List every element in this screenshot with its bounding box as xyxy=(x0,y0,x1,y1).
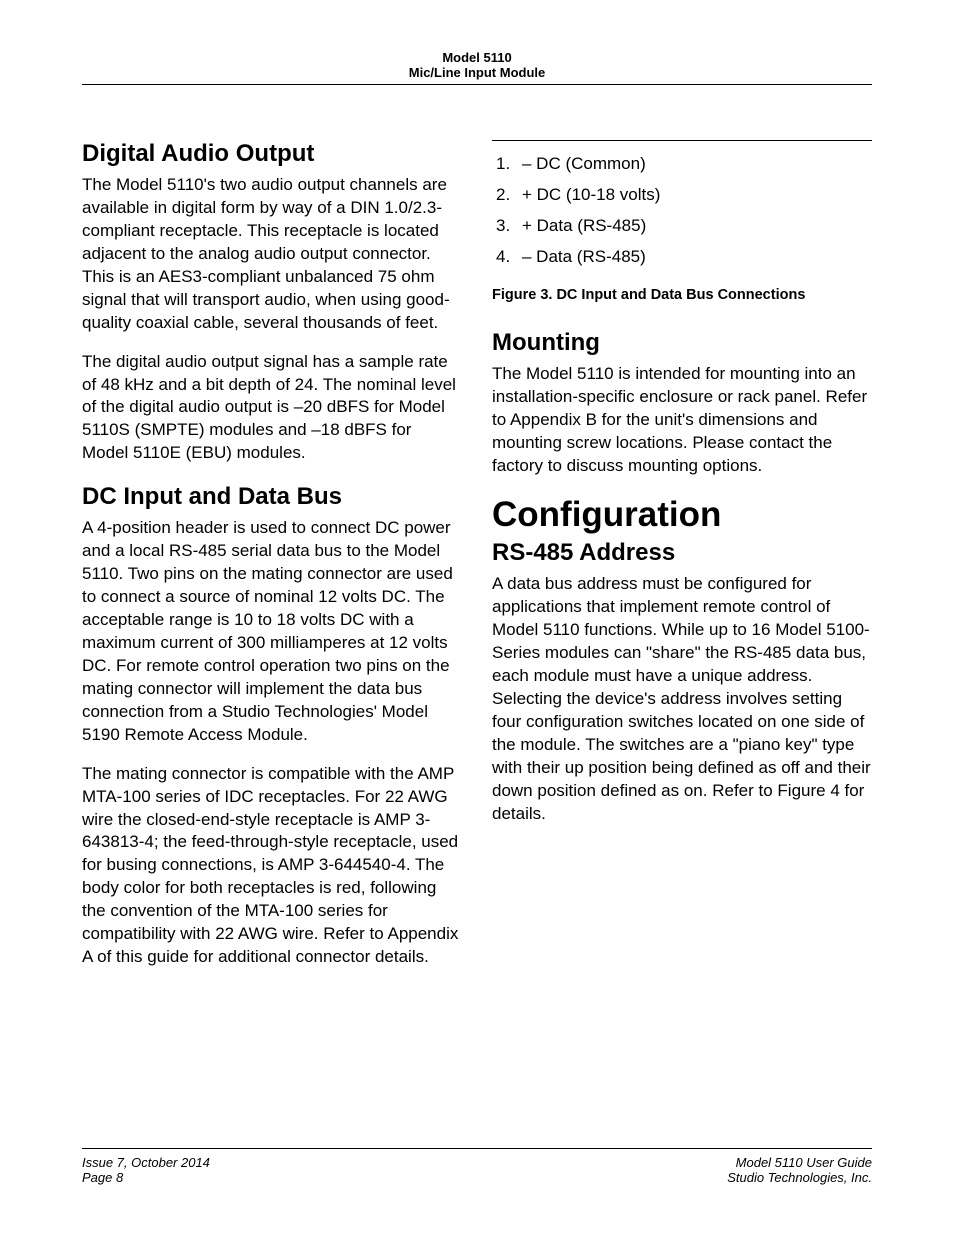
pin-num: 3. xyxy=(492,215,522,238)
pin-list: 1. – DC (Common) 2. + DC (10-18 volts) 3… xyxy=(492,153,872,269)
pin-item: 2. + DC (10-18 volts) xyxy=(492,184,872,207)
footer-company: Studio Technologies, Inc. xyxy=(727,1170,872,1185)
digital-audio-output-para1: The Model 5110's two audio output channe… xyxy=(82,174,462,335)
rs485-address-para1: A data bus address must be configured fo… xyxy=(492,573,872,825)
mounting-para1: The Model 5110 is intended for mounting … xyxy=(492,363,872,478)
document-header: Model 5110 Mic/Line Input Module xyxy=(82,50,872,85)
configuration-heading: Configuration xyxy=(492,495,872,535)
footer-guide-title: Model 5110 User Guide xyxy=(727,1155,872,1170)
footer-page: Page 8 xyxy=(82,1170,210,1185)
digital-audio-output-para2: The digital audio output signal has a sa… xyxy=(82,351,462,466)
pin-list-divider xyxy=(492,140,872,141)
right-column: 1. – DC (Common) 2. + DC (10-18 volts) 3… xyxy=(492,140,872,969)
pin-item: 1. – DC (Common) xyxy=(492,153,872,176)
dc-input-heading: DC Input and Data Bus xyxy=(82,483,462,511)
pin-item: 3. + Data (RS-485) xyxy=(492,215,872,238)
pin-num: 1. xyxy=(492,153,522,176)
pin-label: + DC (10-18 volts) xyxy=(522,184,872,207)
footer-right: Model 5110 User Guide Studio Technologie… xyxy=(727,1155,872,1185)
pin-label: – Data (RS-485) xyxy=(522,246,872,269)
pin-label: – DC (Common) xyxy=(522,153,872,176)
dc-input-para2: The mating connector is compatible with … xyxy=(82,763,462,969)
document-footer: Issue 7, October 2014 Page 8 Model 5110 … xyxy=(82,1148,872,1185)
pin-item: 4. – Data (RS-485) xyxy=(492,246,872,269)
left-column: Digital Audio Output The Model 5110's tw… xyxy=(82,140,462,969)
figure-3-caption: Figure 3. DC Input and Data Bus Connecti… xyxy=(492,287,872,303)
header-subtitle: Mic/Line Input Module xyxy=(82,65,872,80)
rs485-address-heading: RS-485 Address xyxy=(492,539,872,567)
mounting-heading: Mounting xyxy=(492,329,872,357)
footer-left: Issue 7, October 2014 Page 8 xyxy=(82,1155,210,1185)
content-columns: Digital Audio Output The Model 5110's tw… xyxy=(82,140,872,969)
pin-label: + Data (RS-485) xyxy=(522,215,872,238)
dc-input-para1: A 4-position header is used to connect D… xyxy=(82,517,462,746)
pin-num: 2. xyxy=(492,184,522,207)
pin-num: 4. xyxy=(492,246,522,269)
digital-audio-output-heading: Digital Audio Output xyxy=(82,140,462,168)
header-model: Model 5110 xyxy=(82,50,872,65)
footer-issue: Issue 7, October 2014 xyxy=(82,1155,210,1170)
